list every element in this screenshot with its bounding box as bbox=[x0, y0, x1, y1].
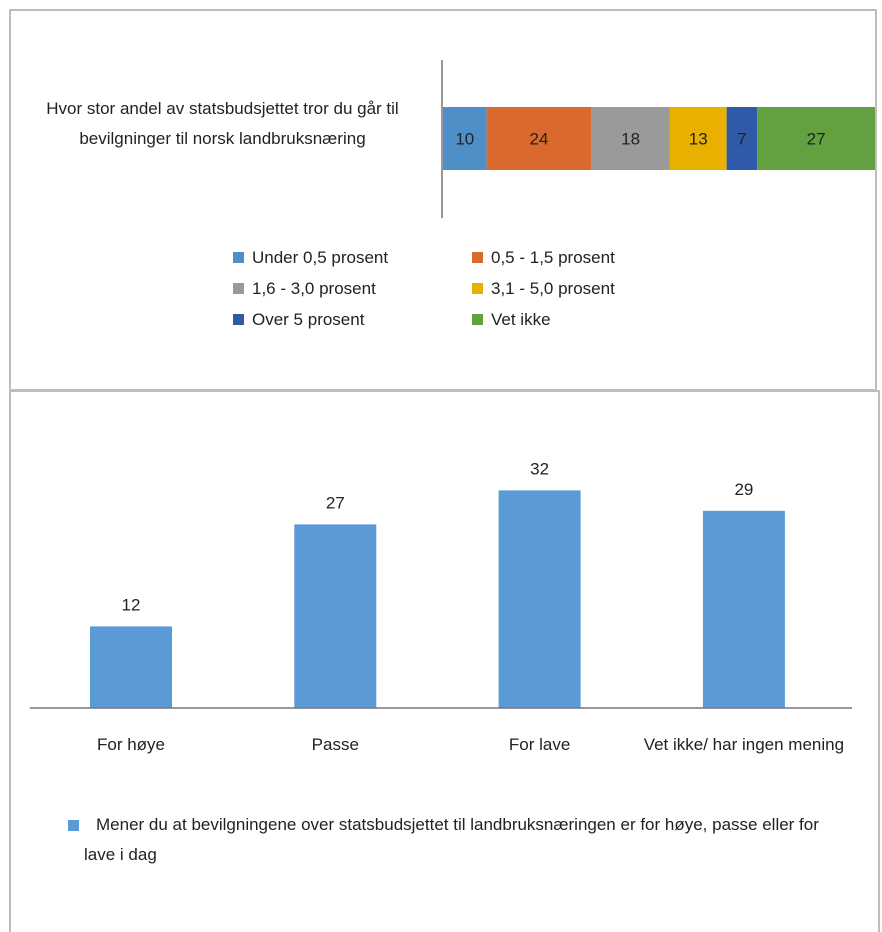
value-label: 18 bbox=[621, 130, 640, 149]
legend-label: Vet ikke bbox=[491, 310, 551, 329]
bar bbox=[702, 510, 785, 708]
x-tick-label: Vet ikke/ har ingen mening bbox=[643, 735, 845, 754]
value-label: 29 bbox=[734, 480, 753, 499]
category-label: Hvor stor andel av statsbudsjettet tror … bbox=[46, 99, 399, 148]
value-label: 32 bbox=[530, 459, 549, 478]
bar bbox=[498, 490, 581, 708]
legend-swatch bbox=[472, 314, 483, 325]
value-label: 12 bbox=[122, 595, 141, 614]
value-label: 10 bbox=[455, 130, 474, 149]
bar-segment bbox=[757, 107, 875, 170]
value-label: 27 bbox=[807, 130, 826, 149]
panel-border bbox=[9, 9, 877, 391]
x-tick-label: For høye bbox=[96, 735, 166, 754]
value-label: 7 bbox=[737, 130, 746, 149]
legend-swatch bbox=[233, 283, 244, 294]
legend-swatch bbox=[472, 283, 483, 294]
value-label: 24 bbox=[530, 130, 549, 149]
legend-label: 3,1 - 5,0 prosent bbox=[491, 279, 615, 298]
legend-label: Under 0,5 prosent bbox=[252, 248, 389, 267]
x-tick-label: For lave bbox=[508, 735, 571, 754]
panel-border bbox=[9, 390, 880, 932]
bar-segment bbox=[486, 107, 592, 170]
bar-segment bbox=[669, 107, 727, 170]
bar bbox=[90, 626, 172, 708]
legend-label: 1,6 - 3,0 prosent bbox=[252, 279, 376, 298]
x-tick-label: Passe bbox=[311, 735, 359, 754]
legend-label: Mener du at bevilgningene over statsbuds… bbox=[84, 815, 819, 864]
legend-swatch bbox=[233, 252, 244, 263]
bar-segment bbox=[726, 107, 758, 170]
value-label: 13 bbox=[689, 130, 708, 149]
bar-segment bbox=[443, 107, 487, 170]
bar bbox=[294, 524, 377, 708]
legend-swatch bbox=[68, 820, 79, 831]
value-label: 27 bbox=[326, 493, 345, 512]
bar-segment bbox=[591, 107, 670, 170]
legend-label: 0,5 - 1,5 prosent bbox=[491, 248, 615, 267]
legend-swatch bbox=[233, 314, 244, 325]
legend-label: Over 5 prosent bbox=[252, 310, 365, 329]
legend-swatch bbox=[472, 252, 483, 263]
